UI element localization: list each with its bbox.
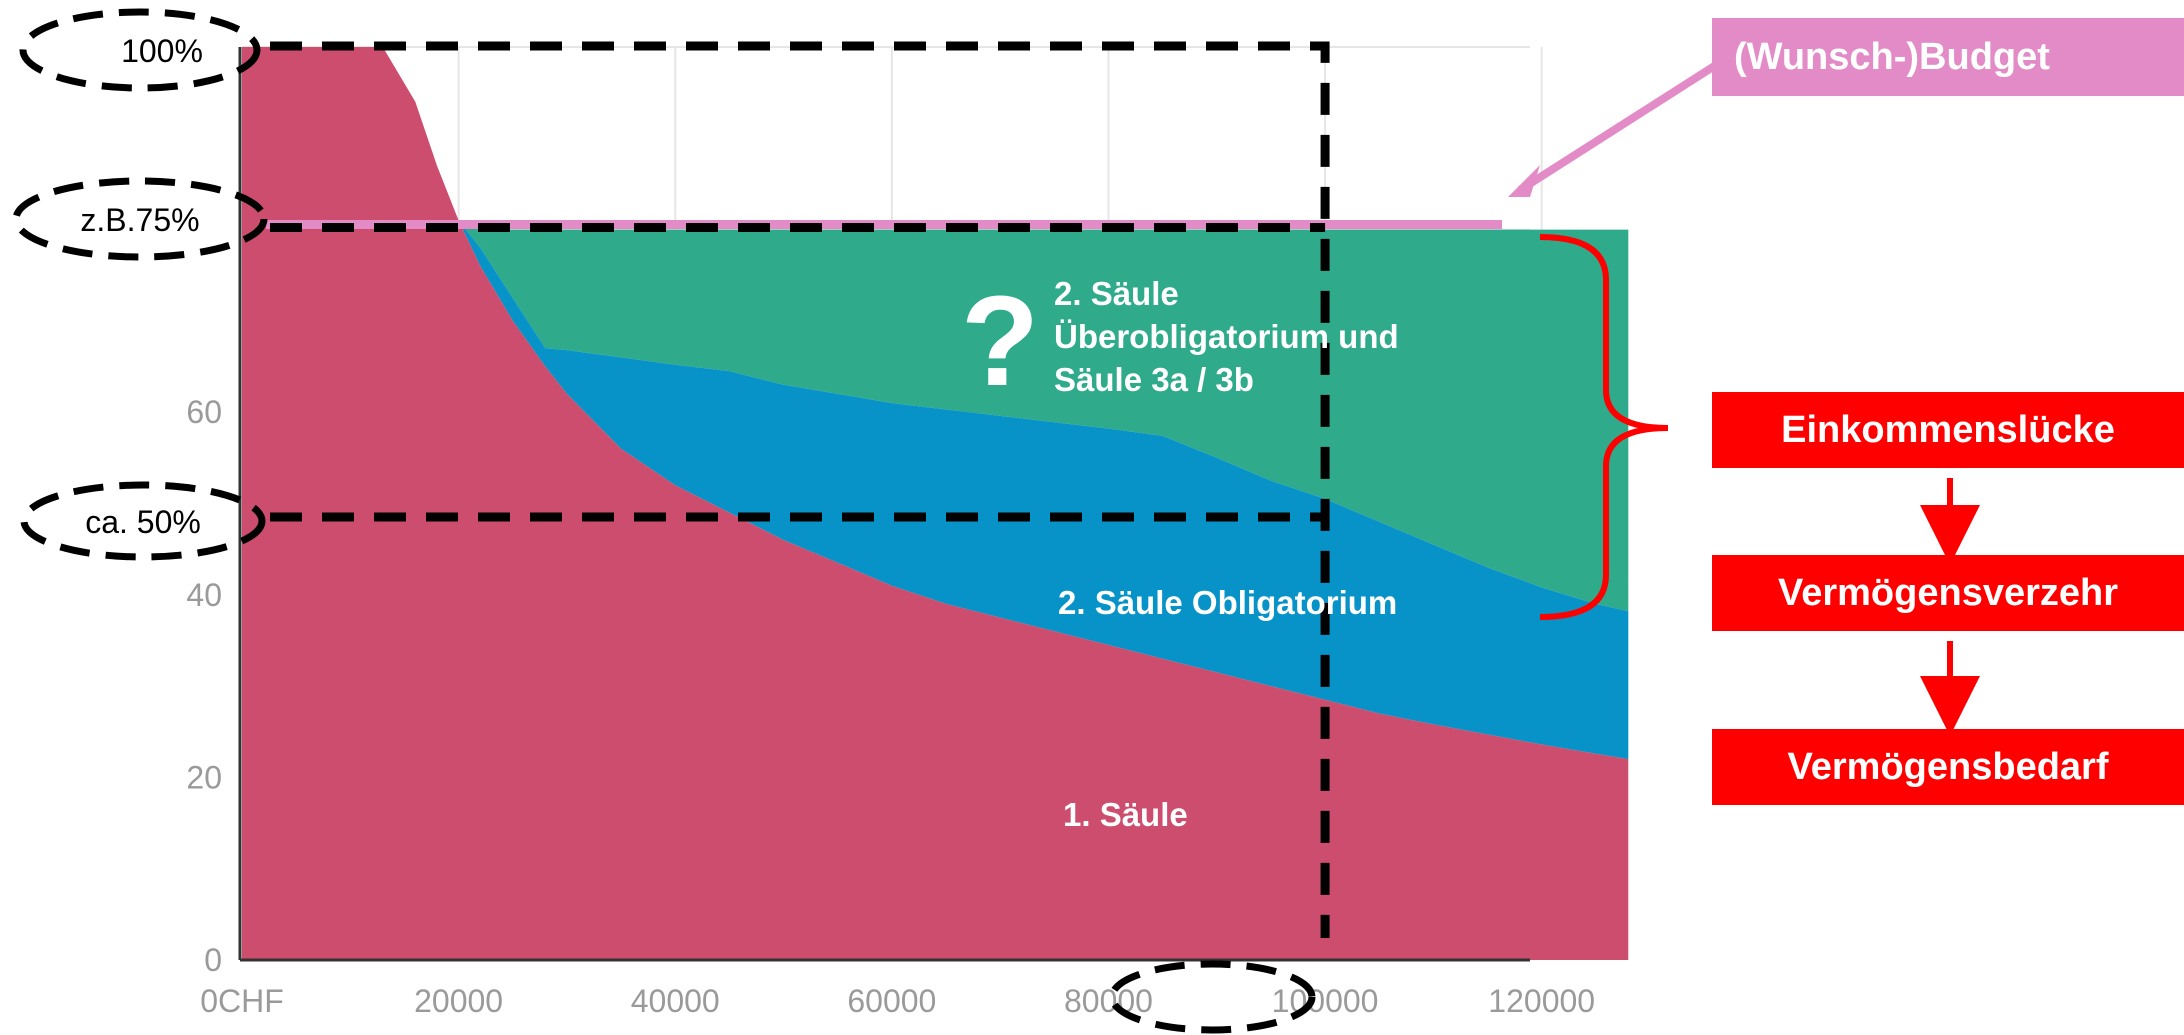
- marker-50-ellipse: [20, 481, 266, 561]
- x-tick-label: 0CHF: [200, 983, 284, 1019]
- income-gap-label: Einkommenslücke: [1712, 392, 2184, 468]
- budget-arrow-shaft: [1517, 61, 1719, 194]
- x-tick-label: 60000: [847, 983, 936, 1019]
- y-tick-label: 20: [186, 759, 222, 795]
- marker-100-label: 100%: [121, 33, 203, 69]
- label-erste-saeule: 1. Säule: [1063, 796, 1188, 833]
- marker-100000-ellipse: [1108, 960, 1316, 1034]
- x-tick-label: 120000: [1488, 983, 1595, 1019]
- marker-100-ellipse: [19, 8, 261, 92]
- area-erste-saeule: [242, 47, 1629, 960]
- label-obligatorium: 2. Säule Obligatorium: [1058, 584, 1397, 621]
- question-mark: ?: [961, 270, 1039, 413]
- y-tick-label: 40: [186, 577, 222, 613]
- area-ueberobligatorium: [382, 47, 1629, 612]
- budget-arrow-head: [1508, 165, 1540, 197]
- dashed-100-guide: [270, 41, 1330, 938]
- y-tick-label: 60: [186, 394, 222, 430]
- wealth-need-label: Vermögensbedarf: [1712, 729, 2184, 805]
- x-tick-label: 100000: [1272, 983, 1379, 1019]
- budget-label: (Wunsch-)Budget: [1712, 18, 2184, 96]
- label-ueber-line3: Säule 3a / 3b: [1054, 361, 1254, 398]
- marker-50-label: ca. 50%: [85, 504, 201, 540]
- y-tick-label: 0: [204, 942, 222, 978]
- x-tick-label: 40000: [631, 983, 720, 1019]
- area-obligatorium: [382, 47, 1629, 760]
- x-tick-label: 80000: [1064, 983, 1153, 1019]
- label-ueber-line2: Überobligatorium und: [1054, 318, 1399, 355]
- marker-75-label: z.B.75%: [80, 202, 199, 238]
- x-tick-label: 20000: [414, 983, 503, 1019]
- marker-75-ellipse: [12, 177, 268, 261]
- label-ueber-line1: 2. Säule: [1054, 275, 1179, 312]
- wealth-consumption-label: Vermögensverzehr: [1712, 555, 2184, 631]
- income-gap-bracket: [1539, 234, 1669, 620]
